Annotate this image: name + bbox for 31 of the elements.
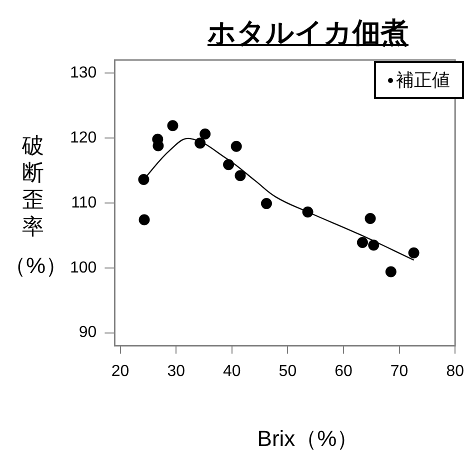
point bbox=[223, 159, 234, 170]
x-tick-label: 30 bbox=[167, 362, 186, 380]
y-tick-label: 120 bbox=[70, 129, 97, 146]
point bbox=[368, 240, 380, 251]
x-tick-label: 80 bbox=[446, 362, 464, 380]
x-tick-label: 20 bbox=[111, 362, 130, 380]
point bbox=[138, 174, 150, 186]
x-tick-label: 50 bbox=[278, 362, 297, 380]
y-tick-label: 110 bbox=[71, 194, 97, 212]
legend-label: 補正値 bbox=[396, 69, 450, 92]
point bbox=[364, 212, 376, 224]
point bbox=[138, 214, 150, 226]
y-axis-title: 破断歪率（%） bbox=[4, 132, 68, 279]
y-tick-label: 90 bbox=[78, 324, 97, 342]
point bbox=[356, 237, 368, 248]
y-tick-label: 130 bbox=[70, 64, 97, 82]
x-tick-label: 60 bbox=[334, 362, 352, 380]
point bbox=[385, 266, 396, 278]
x-axis-title: Brix（%） bbox=[256, 425, 360, 453]
x-tick-label: 70 bbox=[390, 362, 408, 380]
x-tick-label: 40 bbox=[222, 362, 241, 380]
point bbox=[302, 206, 314, 218]
point bbox=[234, 170, 246, 182]
chart-title: ホタルイカ佃煮 bbox=[206, 16, 410, 50]
point bbox=[230, 140, 242, 152]
point bbox=[194, 138, 206, 149]
point bbox=[408, 247, 420, 258]
point bbox=[260, 198, 272, 210]
y-tick-label: 100 bbox=[70, 259, 97, 276]
point bbox=[167, 120, 178, 132]
point bbox=[200, 128, 211, 140]
